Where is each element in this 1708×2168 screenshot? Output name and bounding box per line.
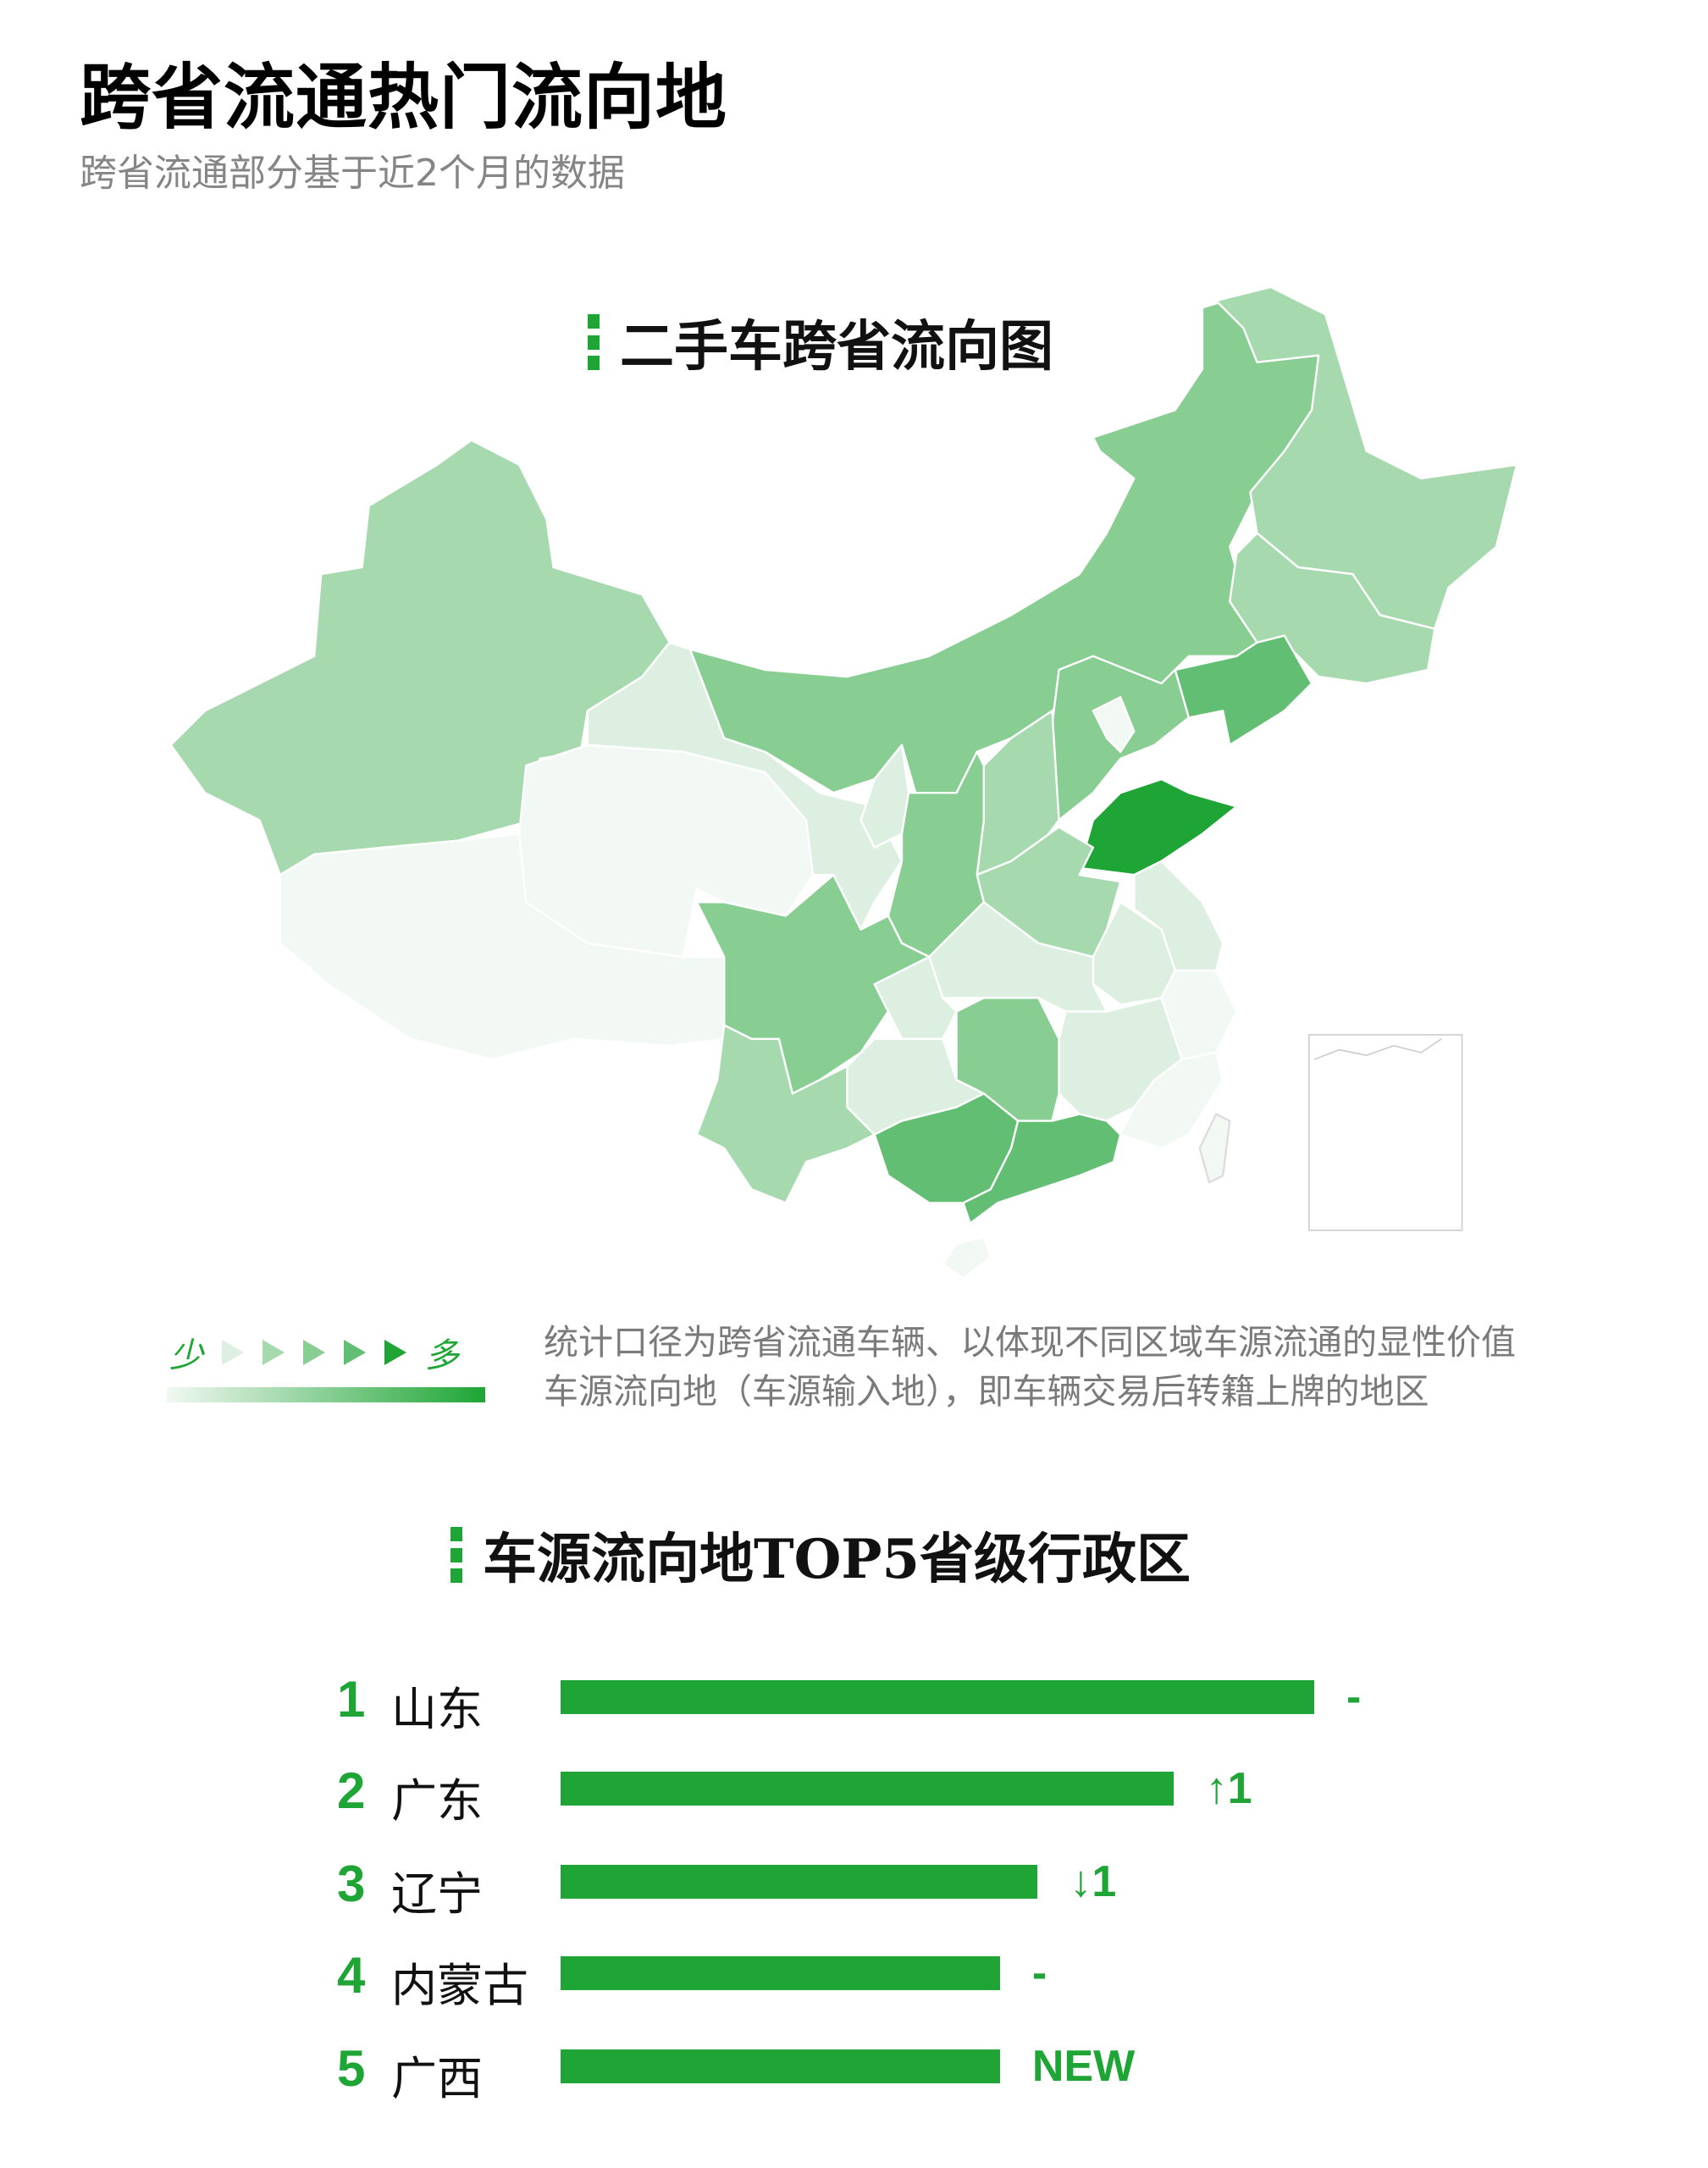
province-辽宁	[1174, 634, 1313, 746]
page-title: 跨省流通热门流向地	[80, 55, 728, 139]
province-label: 内蒙古	[391, 1959, 528, 2012]
province-湖北	[928, 901, 1108, 1013]
section-marker-icon	[450, 1527, 462, 1583]
note-line: 车源流向地（车源输入地），即车辆交易后转籍上牌的地区	[544, 1371, 1429, 1412]
province-海南	[942, 1236, 992, 1280]
bar-row: 4 内蒙古 -	[0, 1939, 1708, 2012]
rank-change-label: -	[1346, 1673, 1362, 1722]
rank-label: 5	[337, 2040, 366, 2097]
bar	[561, 1956, 1000, 1990]
rank-label: 4	[337, 1947, 366, 2004]
province-福建	[1119, 1051, 1224, 1150]
province-北京天津	[1092, 695, 1136, 753]
province-label: 辽宁	[391, 1867, 483, 1921]
bar-row: 2 广东 ↑1	[0, 1755, 1708, 1828]
bar-row: 3 辽宁 ↓1	[0, 1848, 1708, 1921]
rank-change-label: ↑1	[1205, 1764, 1252, 1813]
bar	[561, 1772, 1174, 1806]
legend-arrow-icon	[222, 1340, 244, 1365]
legend-low: 少	[169, 1336, 203, 1375]
bar-row: 5 广西 NEW	[0, 2032, 1708, 2105]
province-label: 广西	[391, 2052, 483, 2105]
bar	[561, 1865, 1038, 1899]
province-label: 广东	[391, 1774, 483, 1828]
south-china-sea-inset	[1308, 1034, 1463, 1231]
rank-label: 1	[337, 1671, 366, 1728]
note-line: 统计口径为跨省流通车辆、以体现不同区域车源流通的显性价值	[544, 1322, 1516, 1363]
rank-label: 3	[337, 1856, 366, 1912]
province-广东	[962, 1113, 1122, 1225]
province-宁夏	[860, 744, 910, 849]
province-label: 山东	[391, 1683, 483, 1736]
bar	[561, 1680, 1314, 1714]
bar	[561, 2049, 1000, 2083]
chart-title: 车源流向地TOP5省级行政区	[483, 1528, 1191, 1591]
rank-change-label: -	[1031, 1949, 1047, 1998]
section-marker-icon	[588, 314, 600, 370]
legend: 少 多	[169, 1328, 459, 1377]
map-section-title-text: 二手车跨省流向图	[620, 315, 1053, 379]
legend-arrow-icon	[344, 1340, 366, 1365]
rank-label: 2	[337, 1762, 366, 1819]
legend-high: 多	[425, 1336, 459, 1375]
inset-coastline	[1313, 1038, 1442, 1060]
map-section-title: 二手车跨省流向图	[588, 303, 1053, 381]
province-云南	[695, 1024, 876, 1204]
legend-arrow-icon	[303, 1340, 325, 1365]
page-subtitle: 跨省流通部分基于近2个月的数据	[80, 152, 625, 195]
legend-gradient-bar	[167, 1387, 485, 1402]
legend-arrow-icon	[263, 1340, 285, 1365]
bar-row: 1 山东 -	[0, 1663, 1708, 1736]
province-重庆	[873, 955, 958, 1040]
legend-arrow-icon	[384, 1340, 406, 1365]
province-台湾	[1198, 1113, 1231, 1184]
top5-section-title: 车源流向地TOP5省级行政区	[450, 1516, 1191, 1594]
rank-change-label: ↓1	[1070, 1857, 1117, 1906]
legend-note: 统计口径为跨省流通车辆、以体现不同区域车源流通的显性价值 车源流向地（车源输入地…	[544, 1318, 1516, 1416]
province-山东	[1078, 777, 1238, 877]
province-甘肃	[586, 641, 904, 931]
rank-change-label: NEW	[1031, 2042, 1136, 2091]
